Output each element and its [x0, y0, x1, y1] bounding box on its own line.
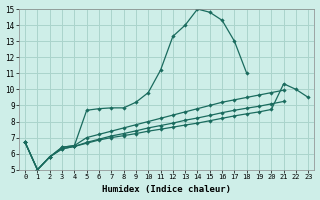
X-axis label: Humidex (Indice chaleur): Humidex (Indice chaleur) — [102, 185, 231, 194]
